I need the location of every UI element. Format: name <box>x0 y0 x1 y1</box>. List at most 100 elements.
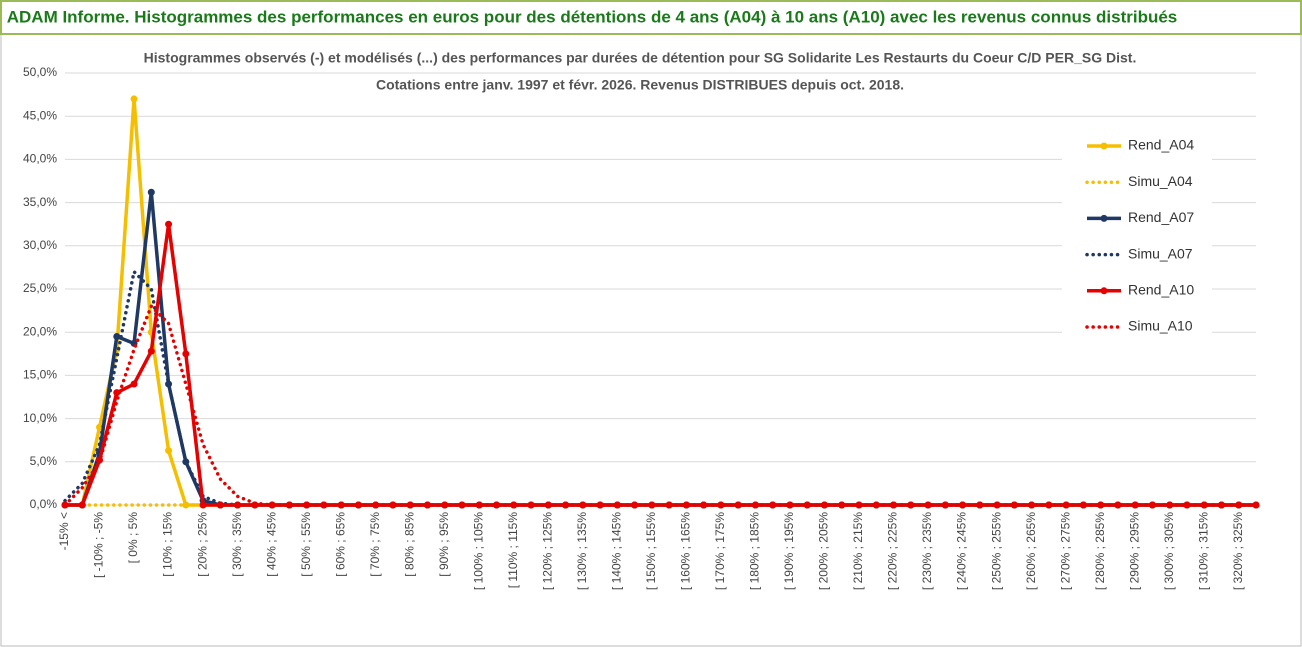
x-tick-label: [ 210% ; 215% <box>851 512 865 590</box>
point <box>803 501 811 509</box>
point <box>493 501 501 509</box>
point <box>199 501 207 509</box>
legend-label: Rend_A10 <box>1128 282 1194 298</box>
legend-box <box>1062 125 1212 345</box>
point <box>596 501 604 509</box>
point <box>130 380 138 388</box>
point <box>130 95 138 103</box>
point <box>924 501 932 509</box>
point <box>147 347 155 355</box>
x-tick-label: [ 290% ; 295% <box>1127 512 1141 590</box>
point <box>1235 501 1243 509</box>
point <box>717 501 725 509</box>
y-tick-label: 20,0% <box>23 324 57 338</box>
x-tick-label: [ 110% ; 115% <box>506 512 520 589</box>
header-band <box>0 0 1302 35</box>
x-tick-label: [ 320% ; 325% <box>1231 512 1245 590</box>
point <box>1010 501 1018 509</box>
point <box>113 389 121 397</box>
point <box>165 220 173 228</box>
x-tick-label: [ 300% ; 305% <box>1162 512 1176 590</box>
x-tick-label: [ 180% ; 185% <box>748 512 762 590</box>
legend-label: Simu_A04 <box>1128 173 1193 189</box>
x-tick-label: [ 50% ; 55% <box>299 512 313 577</box>
y-tick-label: 45,0% <box>23 108 57 122</box>
x-tick-label: [ 130% ; 135% <box>575 512 589 590</box>
header: ADAM Informe. Histogrammes des performan… <box>7 7 1178 26</box>
legend-label: Rend_A04 <box>1128 137 1194 153</box>
point <box>320 501 328 509</box>
point <box>285 501 293 509</box>
legend-label: Rend_A07 <box>1128 209 1194 225</box>
x-tick-label: [ 170% ; 175% <box>713 512 727 590</box>
x-tick-label: -15% < <box>57 512 71 550</box>
legend: Rend_A04 Simu_A04 Rend_A07 Simu_A07 Rend_A10… <box>1085 137 1194 334</box>
x-tick-label: [ 200% ; 205% <box>817 512 831 590</box>
x-tick-label: [ 250% ; 255% <box>989 512 1003 590</box>
point <box>1114 501 1122 509</box>
chart-title: Histogrammes observés (-) et modélisés (… <box>144 50 1137 66</box>
x-tick-label: [ 190% ; 195% <box>782 512 796 590</box>
point <box>993 501 1001 509</box>
point <box>907 501 915 509</box>
point <box>510 501 518 509</box>
legend-marker <box>1100 214 1108 222</box>
x-tick-label: [ 0% ; 5% <box>126 512 140 564</box>
series-line <box>65 222 1256 507</box>
x-tick-label: [ 100% ; 105% <box>471 512 485 590</box>
x-tick-label: [ 70% ; 75% <box>368 512 382 577</box>
point <box>1217 501 1225 509</box>
x-tick-label: [ 90% ; 95% <box>437 512 451 577</box>
x-tick-label: [ 270% ; 275% <box>1058 512 1072 590</box>
x-tick-label: [ 80% ; 85% <box>402 512 416 577</box>
y-tick-label: 5,0% <box>30 454 58 468</box>
x-tick-label: [ 60% ; 65% <box>333 512 347 577</box>
legend-marker <box>1100 287 1108 295</box>
chart-subtitle: Cotations entre janv. 1997 et févr. 2026… <box>376 77 904 93</box>
y-tick-label: 35,0% <box>23 195 57 209</box>
point <box>96 423 104 431</box>
point <box>234 501 242 509</box>
legend-label: Simu_A10 <box>1128 318 1193 334</box>
point <box>147 188 155 196</box>
point <box>406 501 414 509</box>
legend-marker <box>1100 142 1108 150</box>
y-tick-label: 15,0% <box>23 368 57 382</box>
x-tick-label: [ -10% ; -5% <box>92 512 106 578</box>
point <box>1200 501 1208 509</box>
y-tick-label: 10,0% <box>23 411 57 425</box>
x-tick-label: [ 40% ; 45% <box>264 512 278 577</box>
y-tick-label: 50,0% <box>23 65 57 79</box>
x-tick-label: [ 20% ; 25% <box>195 512 209 577</box>
y-tick-label: 0,0% <box>30 497 58 511</box>
grid <box>65 72 1256 506</box>
point <box>182 350 190 358</box>
x-tick-label: [ 240% ; 245% <box>955 512 969 590</box>
point <box>1028 501 1036 509</box>
x-tick-label: [ 310% ; 315% <box>1196 512 1210 590</box>
point <box>113 333 121 341</box>
point <box>78 501 86 509</box>
x-tick-label: [ 280% ; 285% <box>1093 512 1107 590</box>
point <box>613 501 621 509</box>
point <box>700 501 708 509</box>
point <box>1097 501 1105 509</box>
x-tick-label: [ 150% ; 155% <box>644 512 658 590</box>
point <box>216 501 224 509</box>
point <box>303 501 311 509</box>
x-tick-label: [ 10% ; 15% <box>161 512 175 577</box>
point <box>1131 501 1139 509</box>
legend-label: Simu_A07 <box>1128 245 1193 261</box>
x-tick-label: [ 120% ; 125% <box>540 512 554 590</box>
point <box>820 501 828 509</box>
point <box>389 501 397 509</box>
x-tick-label: [ 260% ; 265% <box>1024 512 1038 590</box>
x-tick-label: [ 160% ; 165% <box>679 512 693 590</box>
y-tick-label: 30,0% <box>23 238 57 252</box>
plot <box>61 95 1260 509</box>
point <box>423 501 431 509</box>
y-tick-label: 40,0% <box>23 152 57 166</box>
x-tick-label: [ 220% ; 225% <box>886 512 900 590</box>
y-tick-label: 25,0% <box>23 281 57 295</box>
